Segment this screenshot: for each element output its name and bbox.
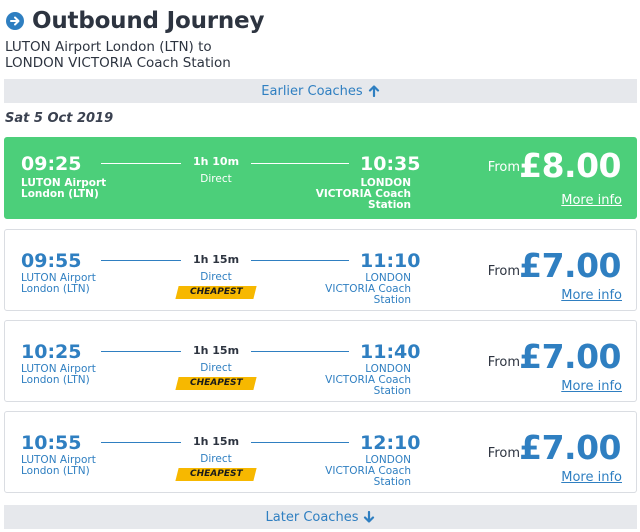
arrival-time: 10:35: [360, 153, 421, 175]
from-label: From: [487, 355, 520, 370]
stops-label: Direct: [200, 453, 232, 465]
arrival-station-line: VICTORIA Coach: [315, 188, 411, 200]
route-line-left: [101, 351, 181, 352]
journey-duration: 1h 15m: [192, 253, 240, 266]
arrival-station-line: LONDON: [365, 454, 411, 466]
departure-station-line: LUTON Airport: [21, 454, 96, 466]
route-line-right: [251, 351, 349, 352]
arrival-time: 11:40: [360, 341, 421, 363]
route-origin: LUTON Airport London (LTN) to: [5, 39, 212, 55]
departure-station: LUTON Airport London (LTN): [21, 178, 106, 200]
more-info-link[interactable]: More info: [561, 193, 622, 208]
price: £7.00: [519, 246, 621, 285]
price: £7.00: [519, 428, 621, 467]
cheapest-badge: CHEAPEST: [175, 468, 257, 481]
arrival-station-line: LONDON: [365, 363, 411, 375]
departure-time: 10:55: [21, 432, 82, 454]
from-label: From: [487, 446, 520, 461]
arrival-station-line: LONDON: [365, 272, 411, 284]
cheapest-badge-label: CHEAPEST: [189, 469, 243, 479]
departure-time: 10:25: [21, 341, 82, 363]
arrival-station-line: VICTORIA Coach: [325, 283, 411, 295]
route-line-right: [251, 442, 349, 443]
route-line-right: [251, 163, 349, 164]
arrival-station-line: LONDON: [360, 177, 411, 189]
journey-date: Sat 5 Oct 2019: [5, 111, 114, 126]
later-coaches-button[interactable]: Later Coaches: [4, 505, 637, 529]
departure-station-line: London (LTN): [21, 283, 90, 295]
departure-time: 09:25: [21, 153, 82, 175]
departure-station-line: London (LTN): [21, 374, 90, 386]
stops-label: Direct: [200, 362, 232, 374]
route-line-right: [251, 260, 349, 261]
departure-station: LUTON Airport London (LTN): [21, 455, 96, 477]
more-info-link[interactable]: More info: [561, 379, 622, 394]
stops-label: Direct: [200, 271, 232, 283]
later-coaches-label: Later Coaches: [265, 509, 359, 525]
arrival-time: 12:10: [360, 432, 421, 454]
more-info-link[interactable]: More info: [561, 470, 622, 485]
arrival-station-line: VICTORIA Coach: [325, 465, 411, 477]
route-destination: LONDON VICTORIA Coach Station: [5, 55, 231, 71]
departure-station-line: London (LTN): [21, 188, 99, 200]
journey-duration: 1h 15m: [192, 435, 240, 448]
arrival-station-line: Station: [373, 294, 411, 306]
arrival-station-line: Station: [373, 476, 411, 488]
arrival-station: LONDON VICTORIA Coach Station: [315, 273, 411, 306]
stops-label: Direct: [200, 173, 232, 185]
route-line-left: [101, 260, 181, 261]
arrival-station-line: Station: [373, 385, 411, 397]
departure-station: LUTON Airport London (LTN): [21, 273, 96, 295]
departure-station: LUTON Airport London (LTN): [21, 364, 96, 386]
page-header: Outbound Journey: [6, 6, 264, 36]
price: £8.00: [519, 146, 621, 185]
from-label: From: [487, 160, 520, 175]
journey-duration: 1h 15m: [192, 344, 240, 357]
cheapest-badge-label: CHEAPEST: [189, 287, 243, 297]
arrival-station-line: VICTORIA Coach: [325, 374, 411, 386]
page-title: Outbound Journey: [32, 8, 265, 34]
arrow-down-icon: [364, 511, 375, 523]
earlier-coaches-button[interactable]: Earlier Coaches: [4, 79, 637, 103]
earlier-coaches-label: Earlier Coaches: [261, 83, 363, 99]
arrival-station: LONDON VICTORIA Coach Station: [315, 178, 411, 211]
cheapest-badge: CHEAPEST: [175, 377, 257, 390]
journey-card[interactable]: 10:55 1h 15m 12:10 Direct LUTON Airport Londo…: [4, 411, 637, 493]
departure-station-line: LUTON Airport: [21, 272, 96, 284]
arrival-station: LONDON VICTORIA Coach Station: [315, 364, 411, 397]
arrow-up-icon: [368, 85, 379, 97]
journey-card[interactable]: 09:25 1h 10m 10:35 Direct LUTON Airport Londo…: [4, 137, 637, 219]
journey-duration: 1h 10m: [192, 155, 240, 168]
arrival-station: LONDON VICTORIA Coach Station: [315, 455, 411, 488]
route-line-left: [101, 163, 181, 164]
from-label: From: [487, 264, 520, 279]
price: £7.00: [519, 337, 621, 376]
journey-card[interactable]: 10:25 1h 15m 11:40 Direct LUTON Airport Londo…: [4, 320, 637, 402]
departure-station-line: London (LTN): [21, 465, 90, 477]
journey-card[interactable]: 09:55 1h 15m 11:10 Direct LUTON Airport Londo…: [4, 229, 637, 311]
cheapest-badge: CHEAPEST: [175, 286, 257, 299]
departure-station-line: LUTON Airport: [21, 177, 107, 189]
more-info-link[interactable]: More info: [561, 288, 622, 303]
arrival-station-line: Station: [368, 199, 411, 211]
cheapest-badge-label: CHEAPEST: [189, 378, 243, 388]
route-description: LUTON Airport London (LTN) to LONDON VIC…: [5, 39, 231, 71]
departure-time: 09:55: [21, 250, 82, 272]
arrival-time: 11:10: [360, 250, 421, 272]
route-line-left: [101, 442, 181, 443]
arrow-right-circle-icon: [6, 12, 24, 30]
departure-station-line: LUTON Airport: [21, 363, 96, 375]
